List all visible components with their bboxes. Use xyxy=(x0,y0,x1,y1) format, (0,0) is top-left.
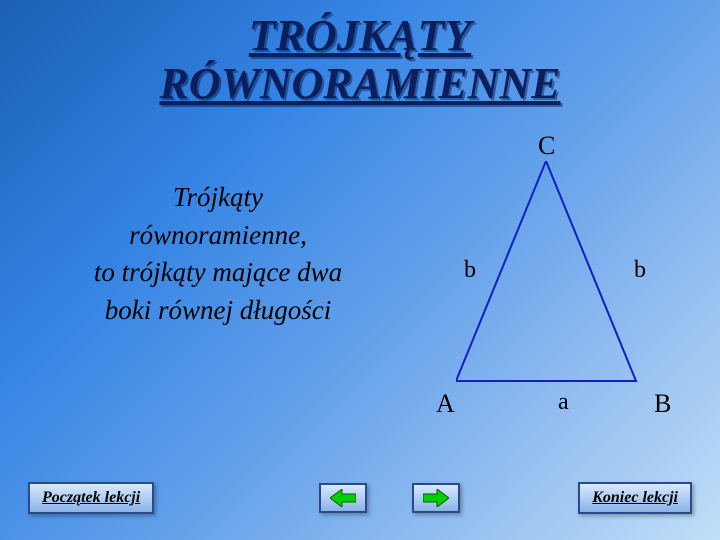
next-button[interactable] xyxy=(412,483,460,513)
triangle-diagram: C A B b b a xyxy=(396,139,720,419)
arrow-right-icon xyxy=(423,489,449,507)
page-title: TRÓJKĄTY RÓWNORAMIENNE xyxy=(0,0,720,109)
prev-button[interactable] xyxy=(319,483,367,513)
vertex-b: B xyxy=(654,389,671,419)
def-line-4: boki równej długości xyxy=(105,295,331,325)
triangle-shape xyxy=(456,161,656,401)
title-line-1: TRÓJKĄTY xyxy=(249,11,471,60)
side-right: b xyxy=(634,257,646,284)
vertex-c: C xyxy=(538,131,555,161)
vertex-a: A xyxy=(436,389,455,419)
definition-text: Trójkąty równoramienne, to trójkąty mają… xyxy=(0,139,396,419)
triangle-polygon xyxy=(456,161,636,381)
def-line-3: to trójkąty mające dwa xyxy=(94,257,342,287)
navigation-bar: Początek lekcji Koniec lekcji xyxy=(0,482,720,514)
arrow-controls xyxy=(319,483,460,513)
arrow-left-icon xyxy=(330,489,356,507)
def-line-1: Trójkąty xyxy=(173,182,263,212)
title-line-2: RÓWNORAMIENNE xyxy=(160,59,561,108)
lesson-end-button[interactable]: Koniec lekcji xyxy=(578,482,692,514)
side-left: b xyxy=(464,257,476,284)
def-line-2: równoramienne, xyxy=(129,220,307,250)
side-bottom: a xyxy=(558,389,569,416)
lesson-start-button[interactable]: Początek lekcji xyxy=(28,482,154,514)
content-area: Trójkąty równoramienne, to trójkąty mają… xyxy=(0,139,720,419)
